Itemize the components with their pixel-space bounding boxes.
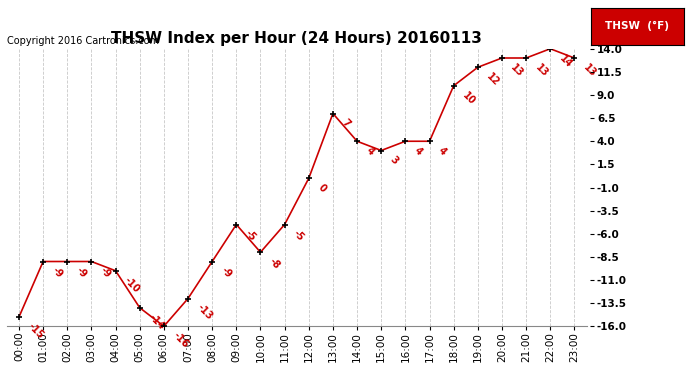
Text: 14: 14: [558, 53, 574, 69]
Text: -5: -5: [244, 229, 258, 243]
Text: 13: 13: [533, 62, 550, 79]
Text: -13: -13: [195, 303, 215, 322]
Title: THSW Index per Hour (24 Hours) 20160113: THSW Index per Hour (24 Hours) 20160113: [111, 31, 482, 46]
Text: 13: 13: [582, 62, 598, 79]
Text: THSW  (°F): THSW (°F): [605, 21, 669, 31]
Text: -14: -14: [147, 312, 166, 332]
Text: 0: 0: [316, 182, 328, 194]
Text: -10: -10: [123, 275, 142, 294]
Text: 4: 4: [413, 146, 424, 157]
Text: -9: -9: [75, 266, 89, 280]
Text: -5: -5: [292, 229, 306, 243]
Text: -9: -9: [50, 266, 65, 280]
Text: 7: 7: [340, 118, 352, 129]
Text: 4: 4: [437, 146, 448, 157]
Text: 13: 13: [509, 62, 526, 79]
Text: -16: -16: [171, 330, 190, 350]
Text: Copyright 2016 Cartronics.com: Copyright 2016 Cartronics.com: [7, 36, 159, 46]
Text: 10: 10: [461, 90, 477, 106]
Text: -15: -15: [26, 321, 46, 340]
Text: -9: -9: [99, 266, 113, 280]
Text: -9: -9: [219, 266, 234, 280]
Text: 12: 12: [485, 71, 502, 88]
Text: 3: 3: [388, 154, 400, 166]
Text: -8: -8: [268, 256, 282, 271]
Text: 4: 4: [364, 146, 376, 157]
